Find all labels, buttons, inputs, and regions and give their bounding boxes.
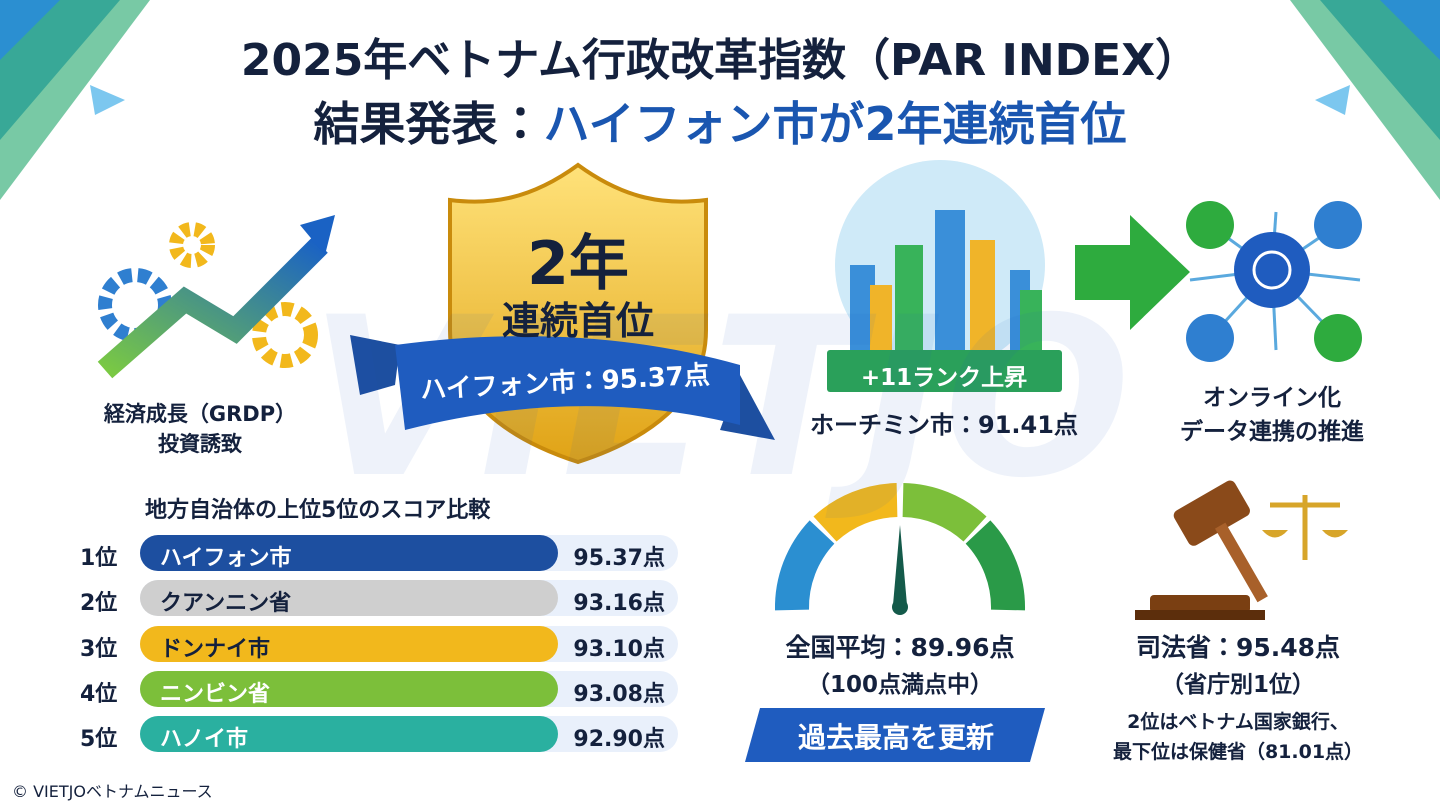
- shield-big: 2年: [527, 229, 629, 299]
- score: 93.16点: [573, 591, 665, 616]
- watermark: VIETJO: [309, 270, 1131, 526]
- score: 95.37点: [573, 546, 665, 571]
- rank: 3位: [80, 637, 118, 662]
- name: クアンニン省: [160, 591, 292, 616]
- score: 93.08点: [573, 682, 665, 707]
- justice-detail1: 2位はベトナム国家銀行、: [1127, 711, 1349, 733]
- average-note: （100点満点中）: [806, 672, 994, 698]
- title-prefix: 結果発表：: [313, 97, 544, 151]
- justice-label: 司法省：95.48点: [1135, 633, 1341, 662]
- name: ハノイ市: [160, 727, 249, 752]
- justice-detail2: 最下位は保健省（81.01点）: [1112, 741, 1364, 763]
- name: ハイフォン市: [160, 546, 292, 571]
- score: 92.90点: [573, 727, 665, 752]
- hcmc-badge: +11ランク上昇: [860, 365, 1028, 391]
- footer: © VIETJOベトナムニュース: [12, 782, 213, 801]
- growth-line1: 経済成長（GRDP）: [103, 402, 297, 426]
- ranking-title: 地方自治体の上位5位のスコア比較: [145, 498, 491, 523]
- name: ニンビン省: [160, 682, 271, 707]
- score: 93.10点: [573, 637, 665, 662]
- online-line2: データ連携の推進: [1180, 419, 1364, 445]
- online-line1: オンライン化: [1203, 385, 1341, 411]
- average-banner: 過去最高を更新: [797, 721, 995, 754]
- rank: 2位: [80, 591, 118, 616]
- title-line2: 結果発表：ハイフォン市が2年連続首位: [313, 88, 1126, 154]
- rank: 4位: [80, 682, 118, 707]
- growth-line2: 投資誘致: [158, 432, 242, 456]
- rank: 5位: [80, 727, 118, 752]
- name: ドンナイ市: [160, 637, 271, 662]
- shield-sub: 連続首位: [501, 299, 655, 343]
- justice-note: （省庁別1位）: [1160, 672, 1316, 698]
- title-highlight: ハイフォン市が2年連続首位: [543, 97, 1127, 151]
- average-label: 全国平均：89.96点: [785, 633, 1015, 662]
- rank: 1位: [80, 546, 118, 571]
- title-line1: 2025年ベトナム行政改革指数（PAR INDEX）: [240, 35, 1200, 86]
- hcmc-label: ホーチミン市：91.41点: [810, 411, 1078, 439]
